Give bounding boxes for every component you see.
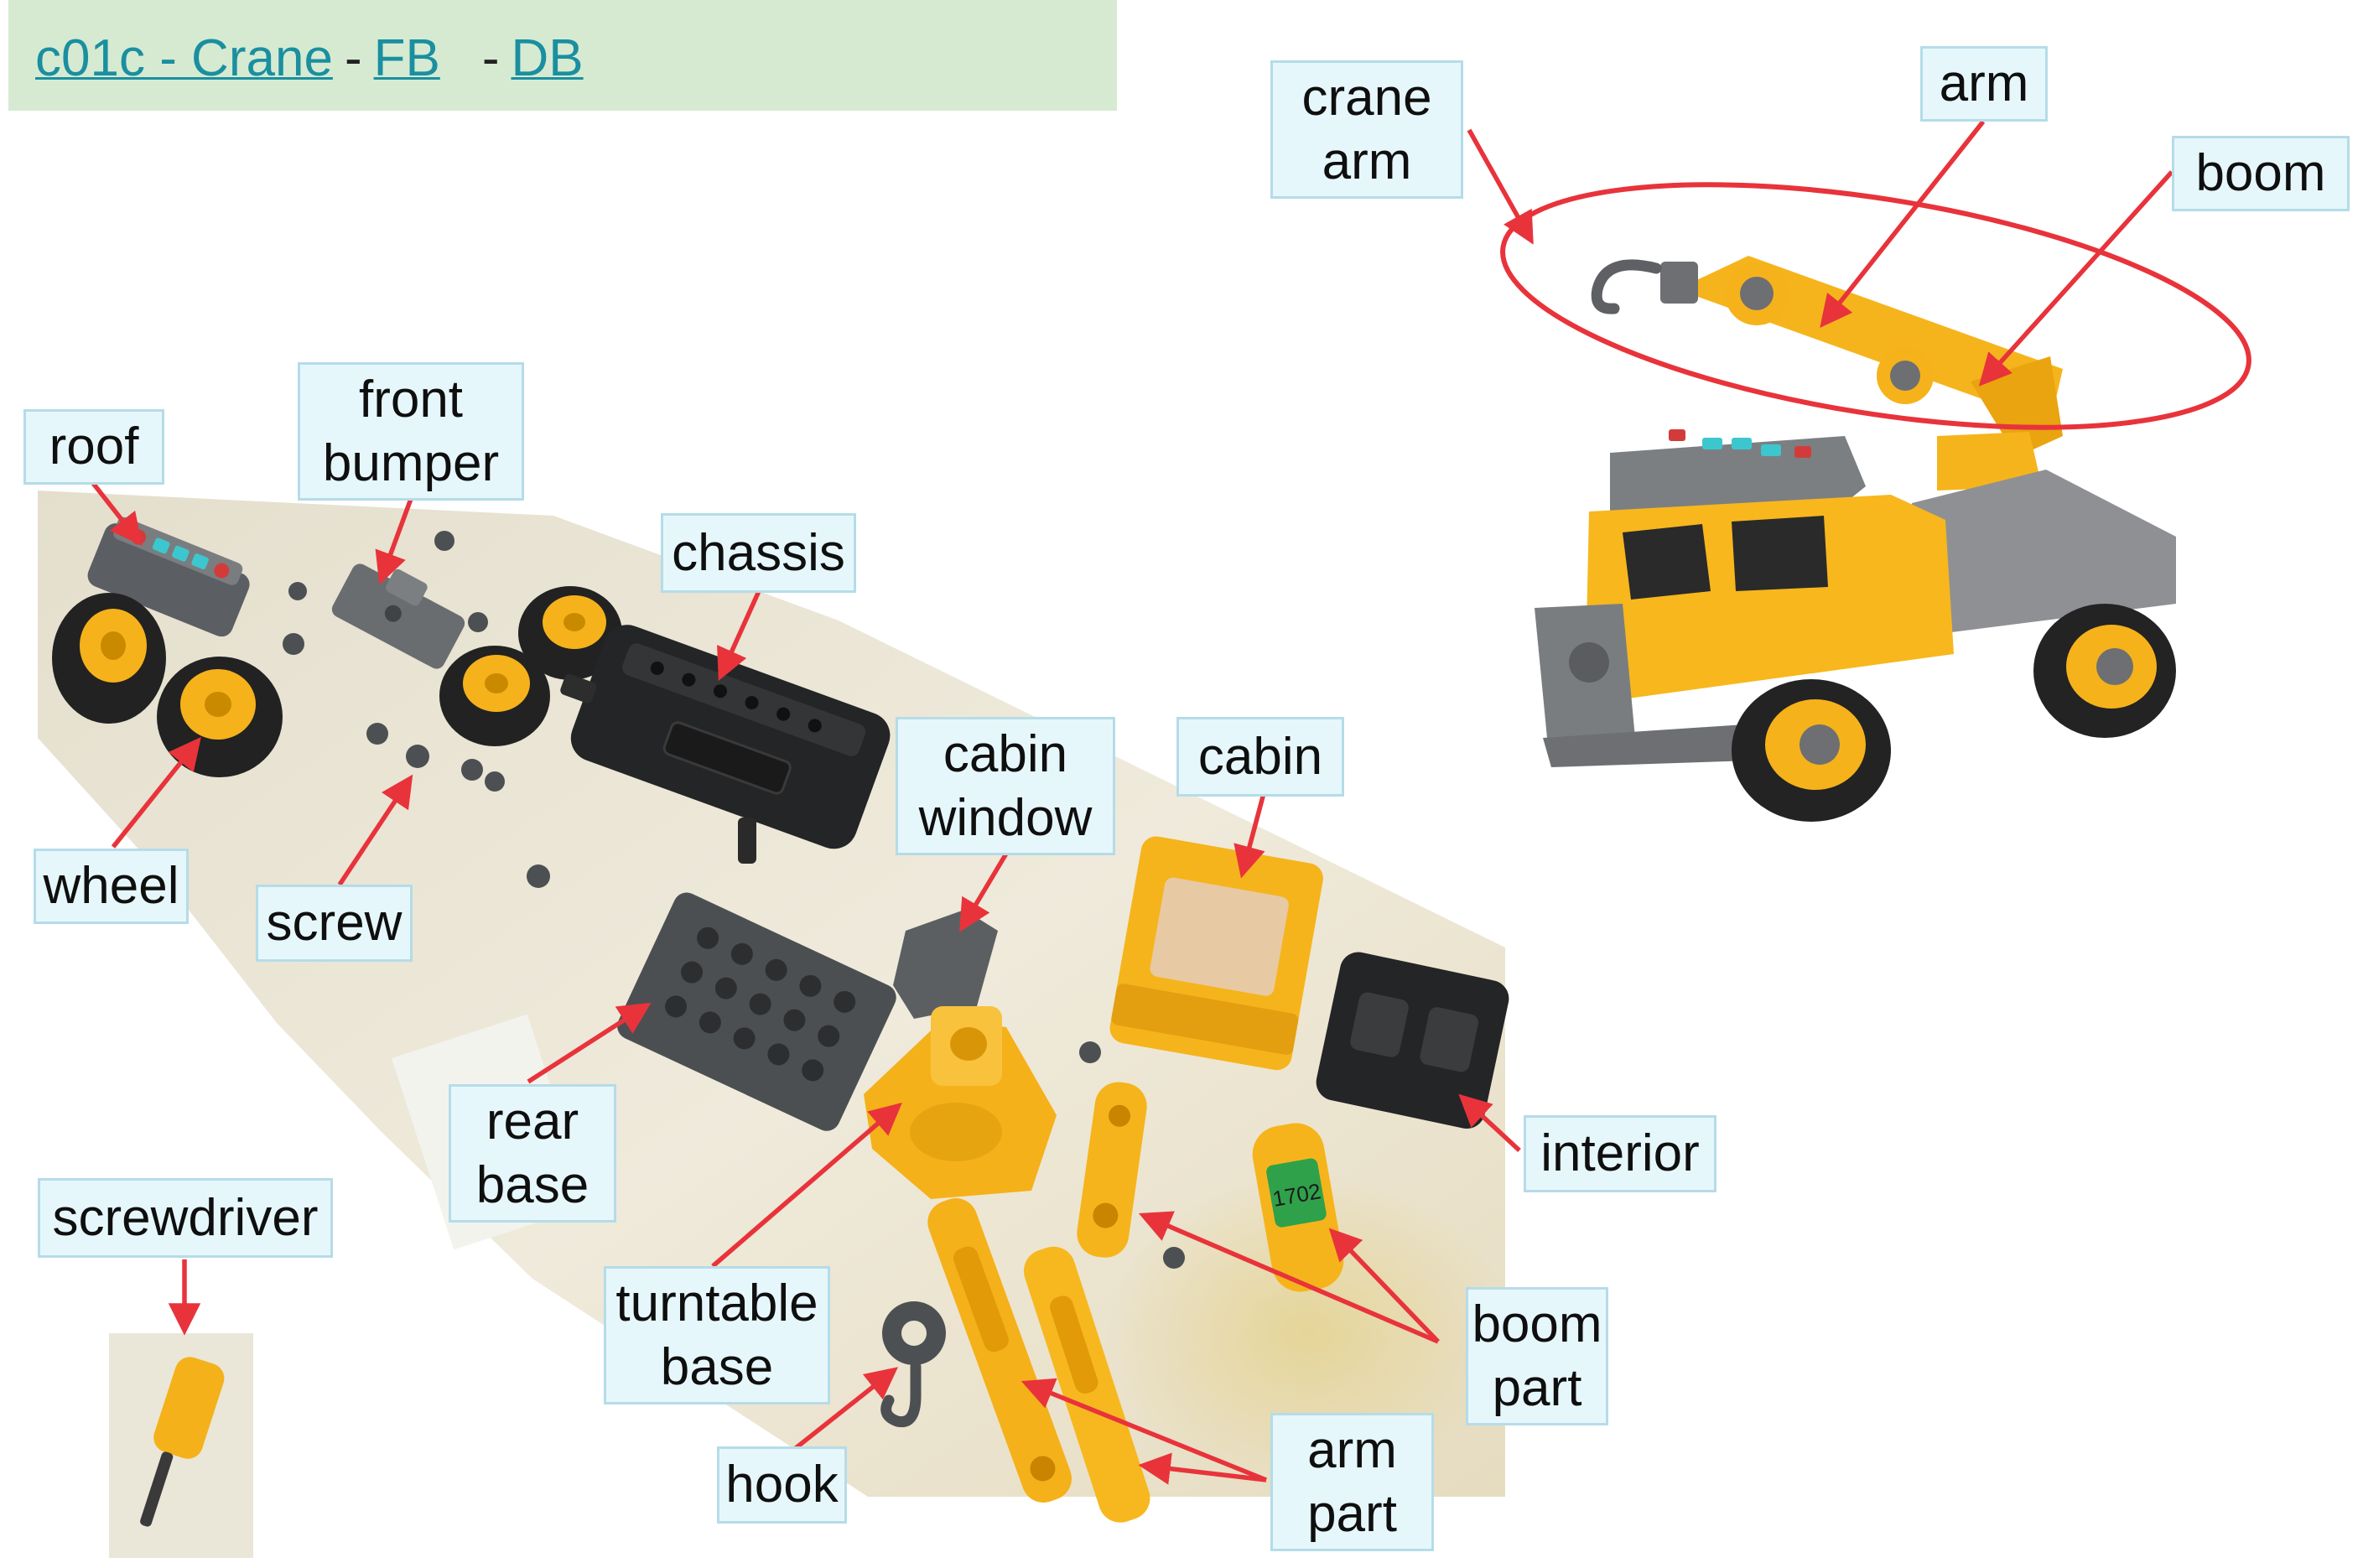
label-arm: arm — [1920, 46, 2048, 122]
label-front-bumper-line1: front — [358, 370, 464, 428]
hook-piece — [880, 1301, 946, 1428]
label-turntable-base: turntable base — [604, 1266, 830, 1404]
arrow-roof — [90, 480, 143, 547]
crane-boom — [1591, 256, 2063, 457]
arrow-arm-part-a — [1021, 1378, 1268, 1482]
label-cabin-window: cabin window — [896, 717, 1115, 855]
crane-arm-highlight — [1500, 182, 2251, 430]
loose-screws — [283, 531, 1185, 1269]
separator-2: - — [481, 29, 500, 87]
arrow-arm — [1820, 120, 1986, 329]
separator-1: - — [344, 29, 362, 87]
label-screwdriver-text: screwdriver — [52, 1188, 319, 1247]
label-screwdriver: screwdriver — [38, 1178, 333, 1258]
roof-piece — [87, 517, 250, 637]
label-turntable-base-line2: base — [660, 1337, 774, 1396]
arrow-screw — [337, 774, 413, 886]
arrow-interior — [1458, 1093, 1521, 1153]
cabin-piece — [1109, 836, 1323, 1071]
title-link[interactable]: c01c - Crane — [35, 29, 333, 87]
arrow-cabin — [1233, 783, 1269, 879]
chassis-piece — [560, 625, 891, 849]
turntable-base-piece — [864, 1006, 1057, 1199]
label-front-bumper-line2: bumper — [322, 434, 500, 492]
arrow-boom — [1978, 170, 2174, 387]
label-boom-part-line1: boom — [1472, 1295, 1602, 1353]
arrow-boom-part-a — [1138, 1211, 1440, 1344]
interior-piece — [1316, 952, 1509, 1129]
assembled-crane-photo — [1500, 182, 2251, 822]
label-boom-text: boom — [2195, 144, 2326, 202]
wheel-3 — [518, 586, 622, 680]
label-front-bumper: front bumper — [298, 362, 524, 501]
header-bar: c01c - Crane - FB - DB — [8, 0, 1117, 111]
label-roof: roof — [23, 409, 164, 485]
label-screw: screw — [256, 885, 413, 962]
label-roof-text: roof — [49, 418, 139, 475]
label-arm-part-line2: part — [1307, 1484, 1397, 1543]
cabin-window-piece — [893, 910, 998, 1019]
label-cabin-window-line2: window — [918, 788, 1093, 847]
label-interior: interior — [1524, 1115, 1716, 1192]
label-hook-text: hook — [725, 1456, 839, 1513]
label-wheel: wheel — [34, 849, 189, 924]
label-rear-base-line1: rear — [486, 1092, 579, 1150]
label-arm-part: arm part — [1270, 1413, 1434, 1551]
arrow-turntable-base — [711, 1102, 902, 1269]
boom-part-2: 1702 — [1252, 1123, 1344, 1292]
label-hook: hook — [717, 1446, 847, 1524]
arrow-arm-part-b — [1138, 1452, 1267, 1485]
label-interior-text: interior — [1540, 1124, 1700, 1182]
arrows — [90, 120, 2174, 1485]
screwdriver-photo — [109, 1333, 253, 1558]
label-crane-arm-line1: crane — [1301, 68, 1432, 127]
arrow-hook — [782, 1367, 899, 1460]
label-boom-part-line2: part — [1492, 1358, 1582, 1417]
parts-photo: 1702 — [38, 491, 1509, 1558]
label-turntable-base-line1: turntable — [615, 1274, 818, 1332]
arrow-rear-base — [527, 1002, 652, 1084]
label-cabin-text: cabin — [1197, 727, 1323, 786]
rear-base-piece — [617, 892, 896, 1131]
wheel-2 — [157, 657, 283, 777]
arm-part-2 — [1023, 1246, 1150, 1523]
label-arm-text: arm — [1939, 55, 2029, 112]
arrow-boom-part-b — [1328, 1228, 1440, 1343]
db-link[interactable]: DB — [511, 29, 584, 87]
wheel-1 — [52, 593, 166, 724]
header-links: c01c - Crane - FB - DB — [35, 25, 584, 92]
label-wheel-text: wheel — [43, 857, 179, 915]
fb-link[interactable]: FB — [373, 29, 440, 87]
label-arm-part-line1: arm — [1307, 1420, 1397, 1479]
label-rear-base-line2: base — [475, 1155, 589, 1214]
label-chassis: chassis — [661, 513, 856, 593]
label-boom-part: boom part — [1466, 1287, 1608, 1425]
label-rear-base: rear base — [449, 1084, 616, 1223]
label-chassis-text: chassis — [672, 523, 845, 582]
arrow-cabin-window — [959, 852, 1009, 932]
arrow-crane-arm — [1467, 128, 1534, 245]
arrow-chassis — [717, 589, 761, 682]
label-cabin: cabin — [1176, 717, 1344, 797]
label-crane-arm-line2: arm — [1322, 132, 1412, 190]
wheel-4 — [439, 646, 550, 746]
label-boom: boom — [2172, 136, 2350, 211]
crane-rear-wheel — [2033, 604, 2176, 738]
label-crane-arm: crane arm — [1270, 60, 1463, 199]
crane-front-wheel — [1732, 679, 1891, 822]
label-cabin-window-line1: cabin — [943, 724, 1068, 783]
axle-stub — [738, 818, 756, 864]
arrow-front-bumper — [375, 498, 413, 585]
boom-part-1 — [1077, 1082, 1147, 1258]
crane-truck-body — [1535, 429, 2176, 767]
arrow-wheel — [111, 736, 201, 849]
arm-part-1 — [927, 1198, 1072, 1503]
label-screw-text: screw — [266, 894, 402, 952]
